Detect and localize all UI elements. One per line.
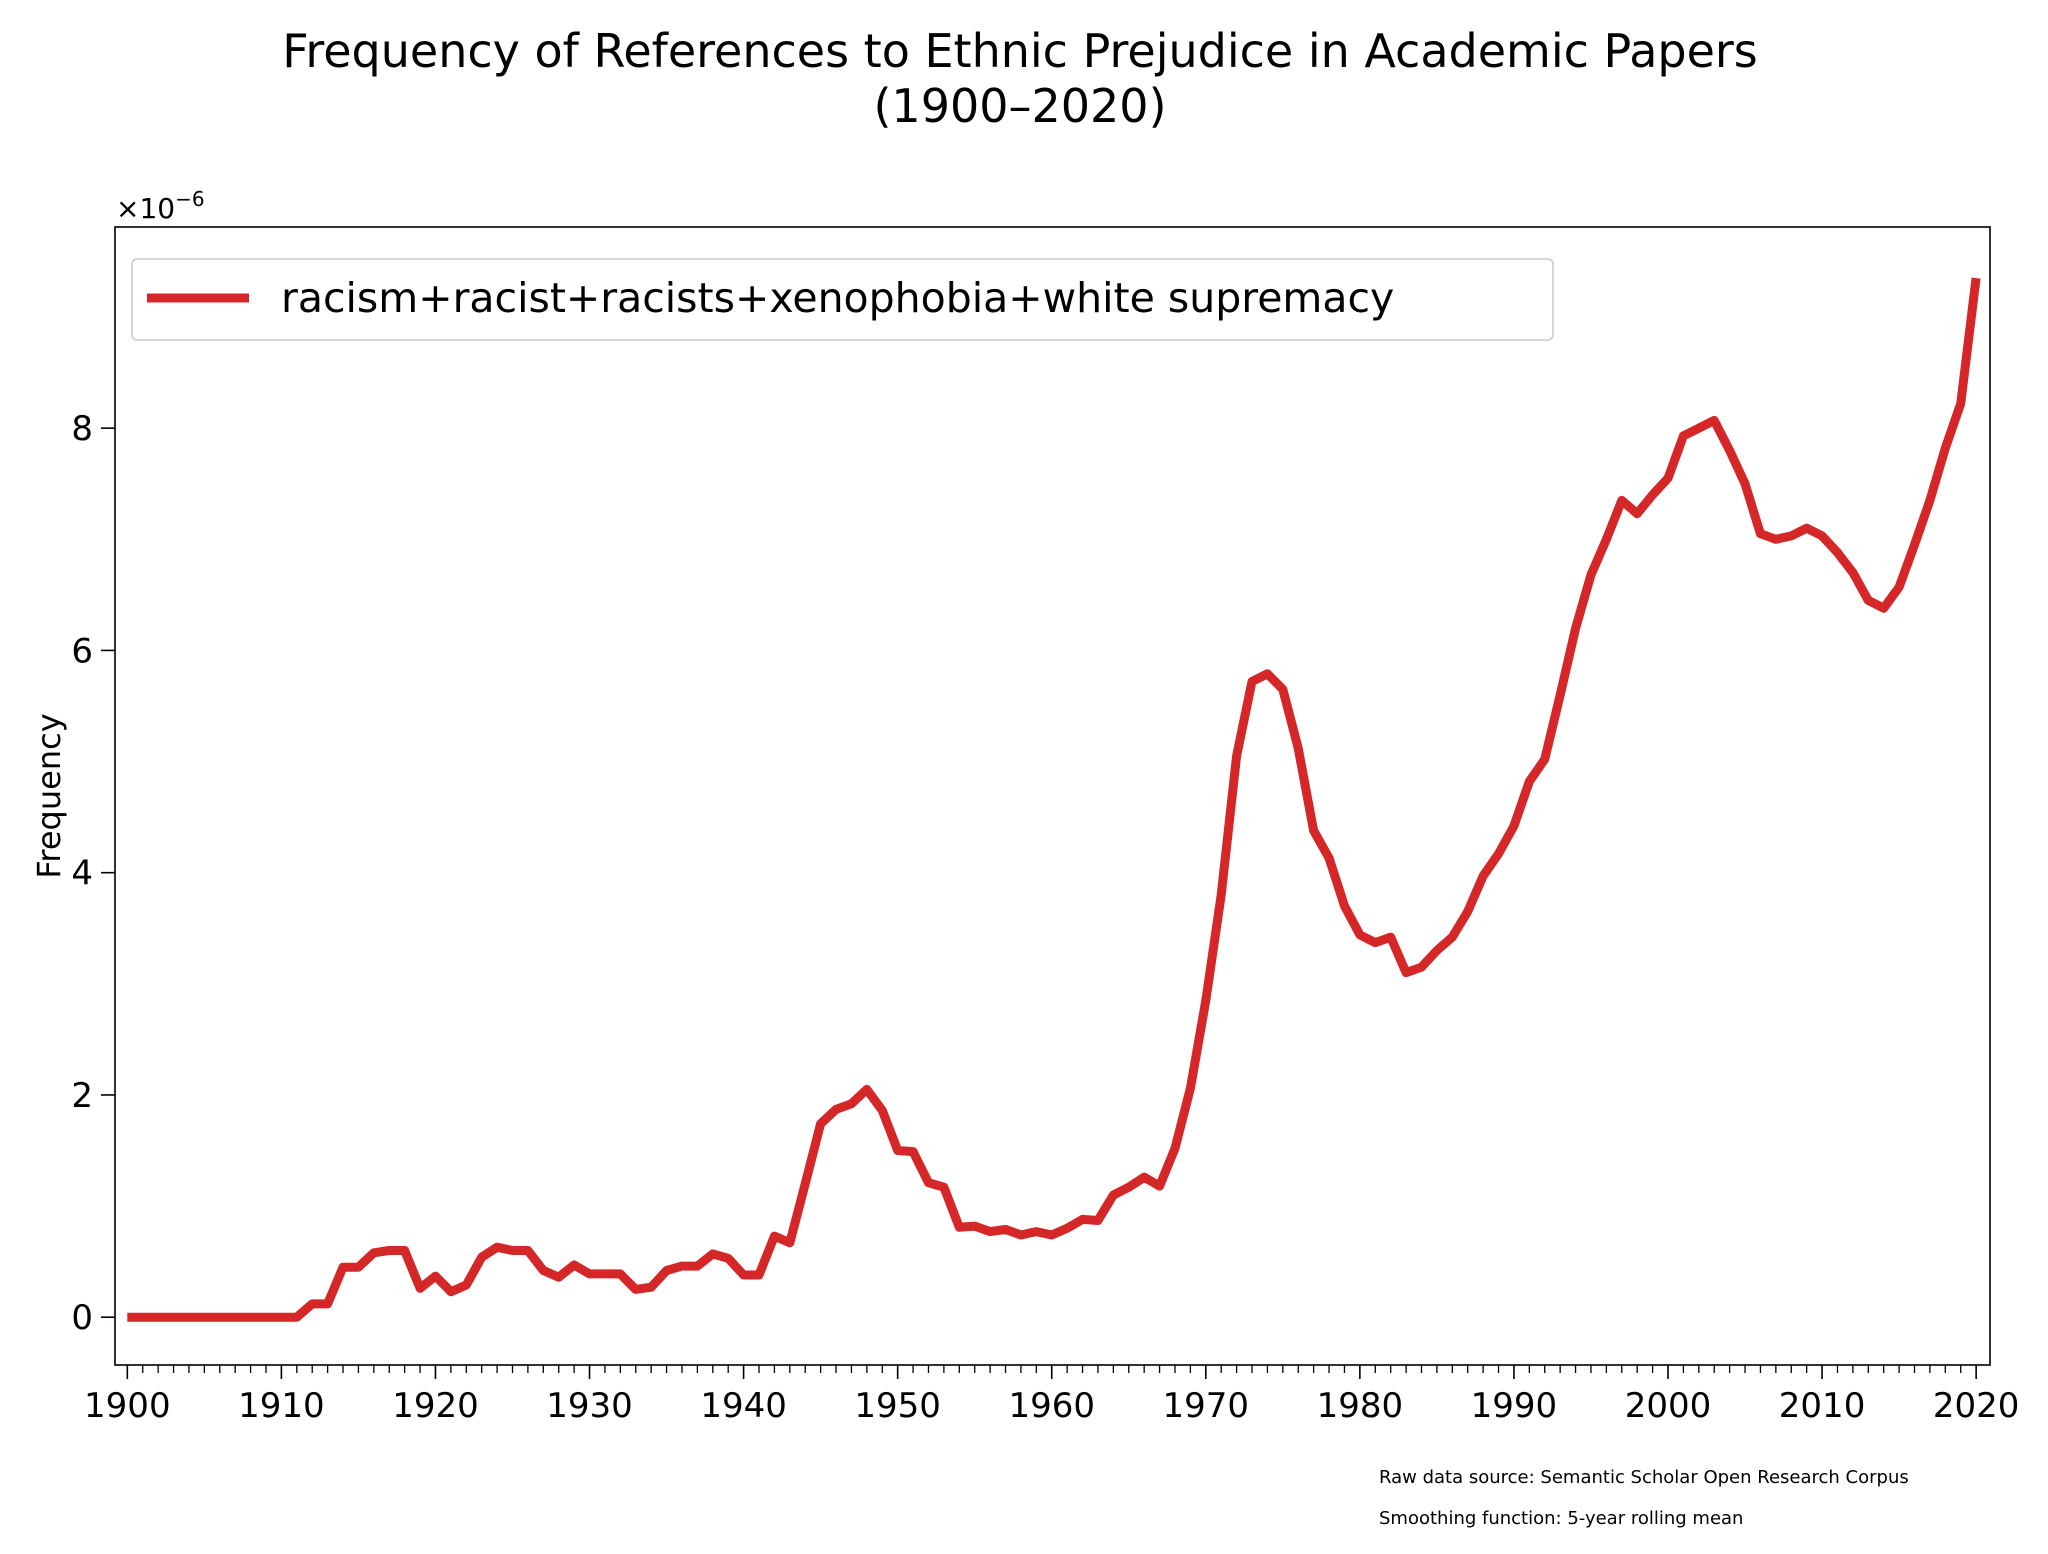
x-tick-label: 1940 xyxy=(700,1386,787,1426)
x-tick-label: 1920 xyxy=(392,1386,479,1426)
x-tick-label: 1970 xyxy=(1163,1386,1250,1426)
x-tick-label: 2020 xyxy=(1933,1386,2020,1426)
axes: 1900 1910 1920 1930 1940 1950 1960 1970 1980 1990… xyxy=(71,409,2019,1426)
series-lines xyxy=(127,277,1981,1322)
series-line xyxy=(127,277,1981,1322)
chart-title: Frequency of References to Ethnic Prejud… xyxy=(282,24,1758,78)
smoothing-note: Smoothing function: 5-year rolling mean xyxy=(1379,1508,1743,1529)
plot-frame xyxy=(114,226,1991,1366)
x-tick-label: 1990 xyxy=(1471,1386,1558,1426)
source-note: Raw data source: Semantic Scholar Open R… xyxy=(1379,1467,1909,1488)
y-tick-label: 6 xyxy=(71,631,93,671)
y-tick-label: 8 xyxy=(71,409,93,449)
x-tick-label: 1930 xyxy=(546,1386,633,1426)
x-tick-label: 1950 xyxy=(854,1386,941,1426)
chart-subtitle: (1900–2020) xyxy=(873,79,1166,133)
legend: racism+racist+racists+xenophobia+white s… xyxy=(131,258,1554,341)
y-tick-label: 4 xyxy=(71,854,93,894)
y-offset-text: ×10−6 xyxy=(116,187,205,225)
x-tick-label: 2000 xyxy=(1625,1386,1712,1426)
legend-box xyxy=(131,258,1554,341)
x-tick-label: 2010 xyxy=(1779,1386,1866,1426)
y-axis-label: Frequency xyxy=(30,713,68,878)
y-tick-label: 0 xyxy=(71,1298,93,1338)
x-tick-label: 1900 xyxy=(84,1386,171,1426)
x-tick-label: 1960 xyxy=(1008,1386,1095,1426)
x-tick-label: 1910 xyxy=(238,1386,325,1426)
y-tick-label: 2 xyxy=(71,1076,93,1116)
legend-label: racism+racist+racists+xenophobia+white s… xyxy=(281,274,1394,322)
x-tick-label: 1980 xyxy=(1317,1386,1404,1426)
